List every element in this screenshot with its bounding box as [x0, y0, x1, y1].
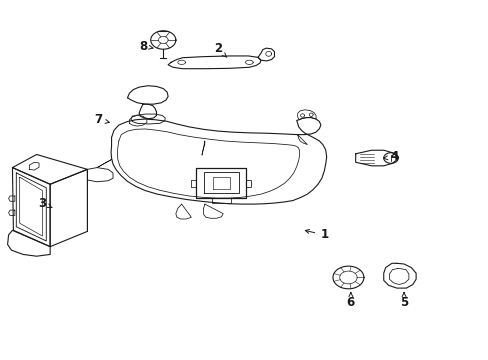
Text: 4: 4	[383, 150, 398, 163]
Text: 8: 8	[139, 40, 153, 53]
Text: 2: 2	[213, 42, 226, 57]
Text: 1: 1	[305, 229, 327, 242]
Text: 5: 5	[399, 293, 407, 309]
Text: 6: 6	[346, 293, 354, 309]
Text: 7: 7	[94, 113, 109, 126]
Text: 3: 3	[38, 197, 52, 210]
